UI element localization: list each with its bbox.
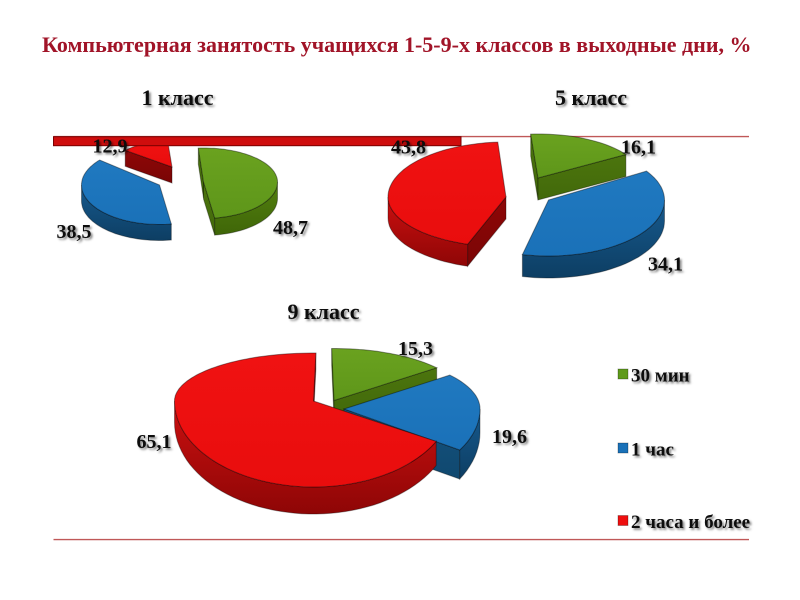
svg-text:48,7: 48,7 (273, 217, 308, 239)
svg-text:1 класс: 1 класс (141, 85, 213, 110)
svg-text:15,3: 15,3 (398, 338, 433, 360)
svg-text:30 мин: 30 мин (631, 366, 690, 387)
svg-text:2 часа и более: 2 часа и более (631, 512, 750, 533)
svg-text:19,6: 19,6 (492, 426, 527, 448)
svg-text:65,1: 65,1 (137, 431, 172, 453)
svg-text:5 класс: 5 класс (555, 85, 627, 110)
svg-text:38,5: 38,5 (57, 221, 92, 243)
svg-text:34,1: 34,1 (648, 254, 683, 276)
svg-text:1 час: 1 час (631, 440, 674, 461)
svg-text:43,8: 43,8 (391, 137, 426, 159)
svg-text:Компьютерная занятость учащихс: Компьютерная занятость учащихся 1-5-9-х … (42, 32, 752, 57)
svg-text:16,1: 16,1 (621, 137, 656, 159)
svg-text:9 класс: 9 класс (287, 299, 359, 324)
svg-text:12,9: 12,9 (93, 136, 128, 158)
